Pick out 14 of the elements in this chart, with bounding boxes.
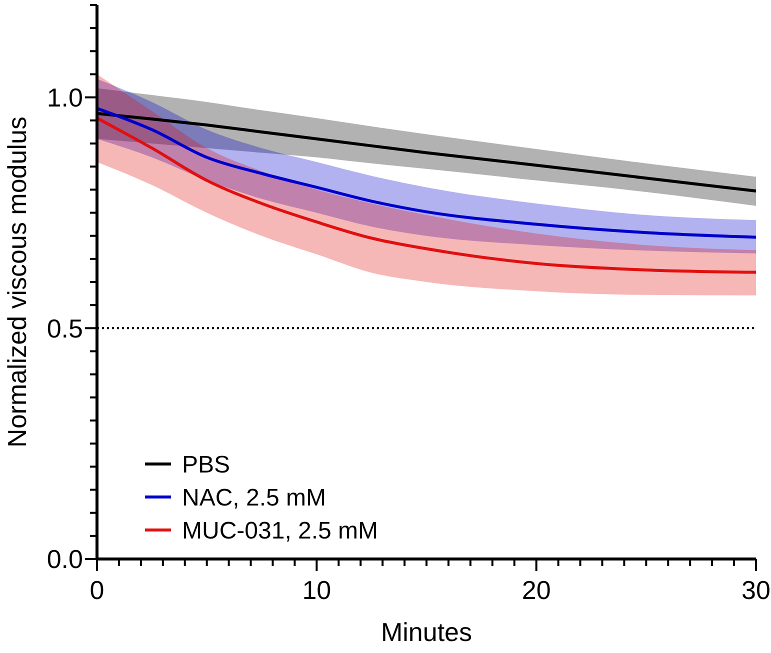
y-tick-label: 1.0 <box>46 82 83 112</box>
legend-label: PBS <box>182 451 230 478</box>
y-tick-label: 0.5 <box>46 313 83 344</box>
line-series <box>96 116 758 274</box>
line-series <box>96 106 758 239</box>
y-axis-title: Normalized viscous modulus <box>2 116 32 448</box>
legend-label: NAC, 2.5 mM <box>182 484 326 512</box>
legend-label: MUC-031, 2.5 mM <box>182 517 378 544</box>
x-tick-label: 0 <box>90 575 104 605</box>
y-tick-label: 0.0 <box>46 544 83 574</box>
x-tick-label: 30 <box>742 575 770 605</box>
x-axis-title: Minutes <box>380 617 472 647</box>
x-tick-label: 10 <box>302 575 332 605</box>
x-tick-label: 20 <box>522 575 551 605</box>
